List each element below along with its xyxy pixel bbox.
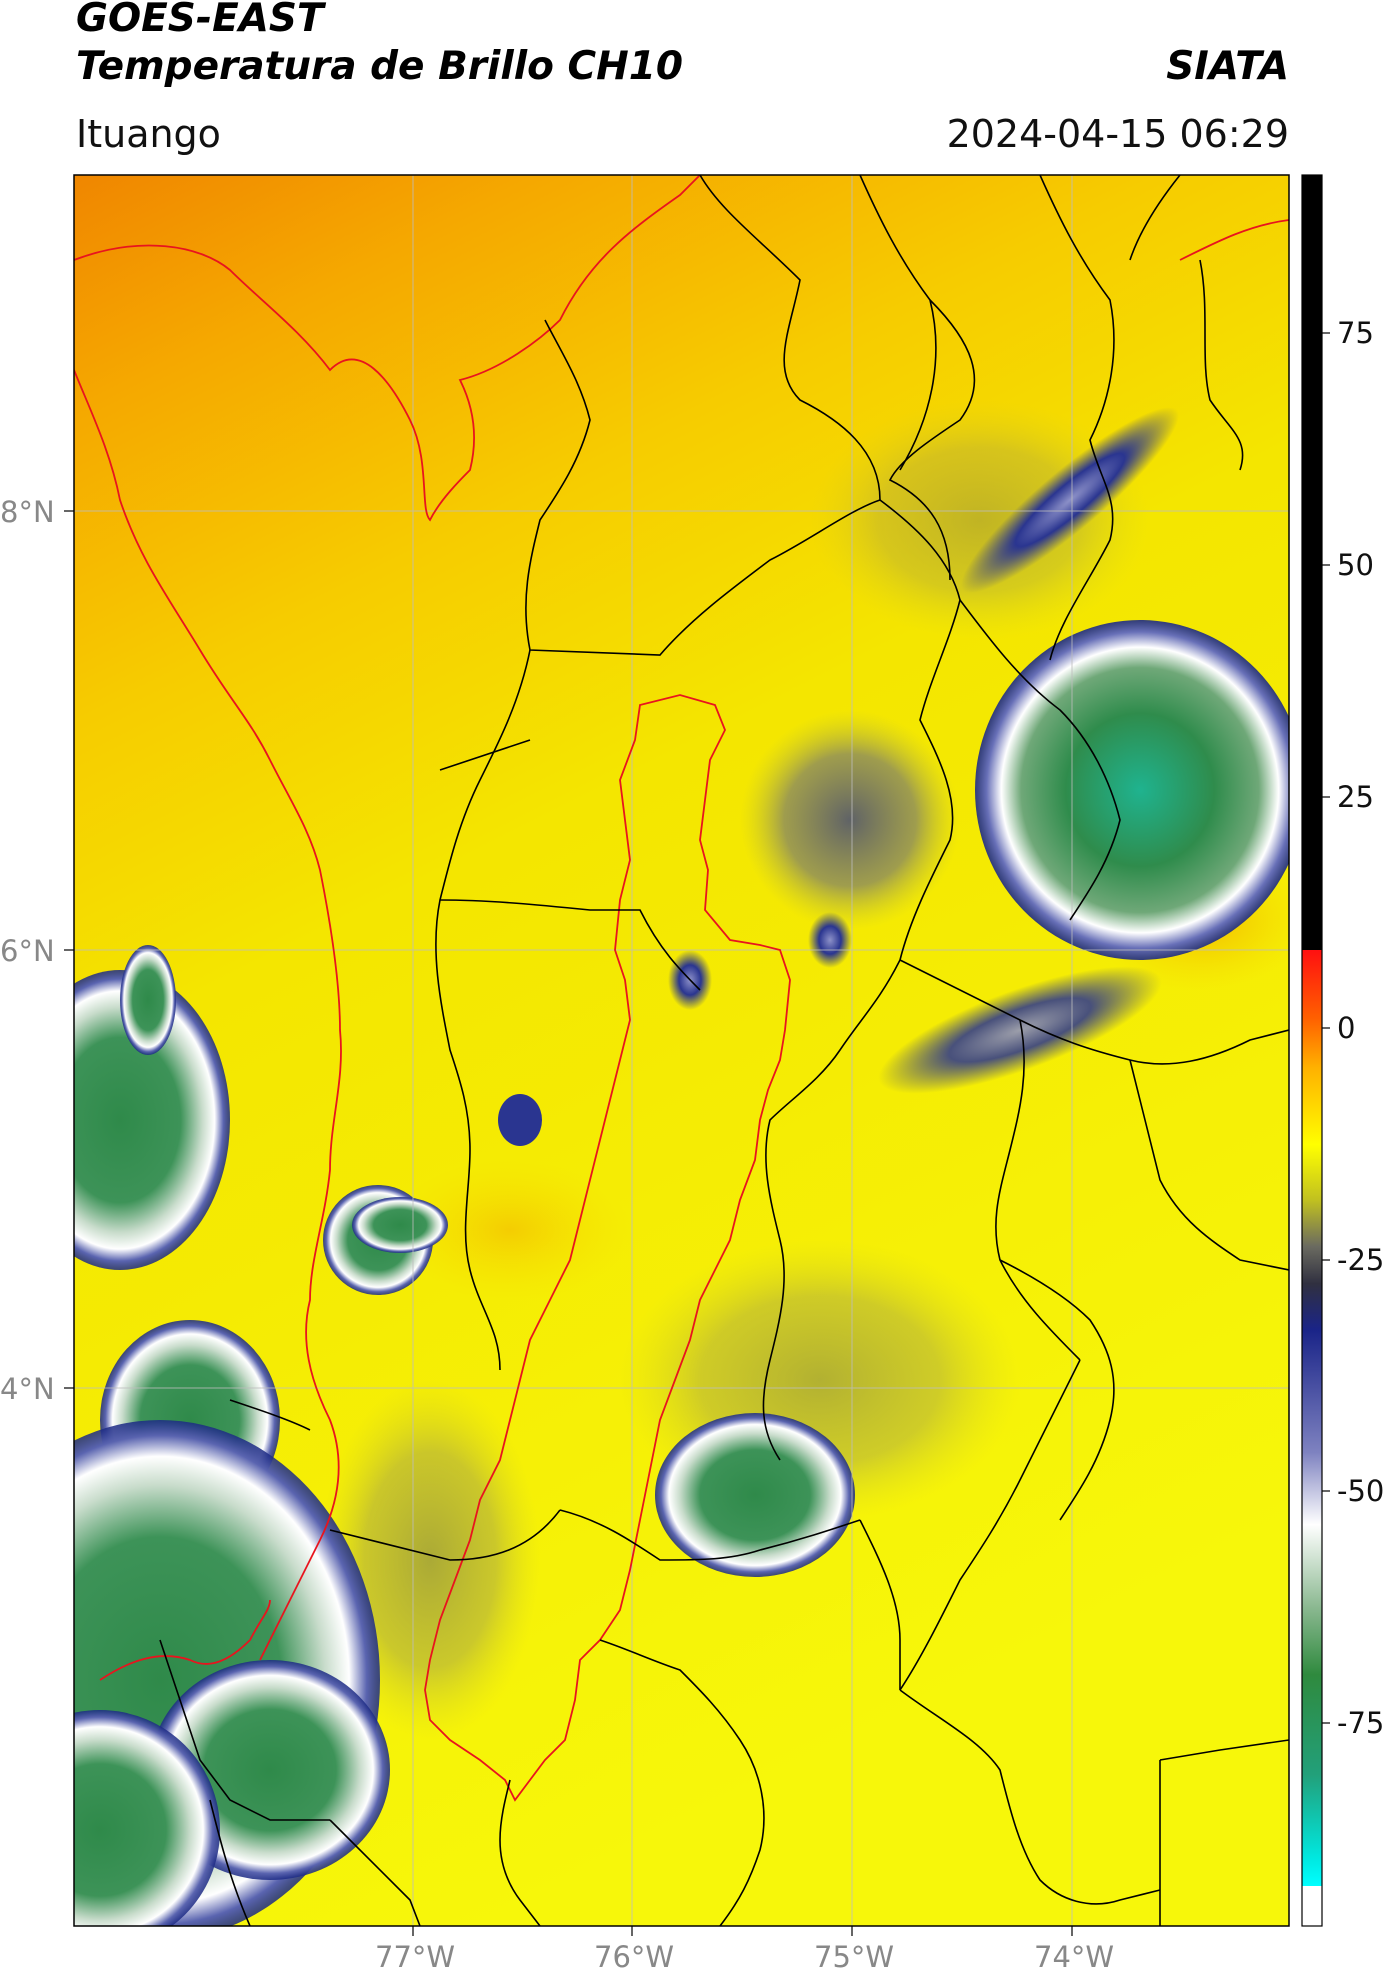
lat-tick-label: 4°N xyxy=(0,1372,55,1406)
lon-tick-label: 77°W xyxy=(375,1940,456,1974)
basin-outline xyxy=(424,694,791,1802)
colorbar xyxy=(1301,174,1330,1927)
colorbar-tick-label: 75 xyxy=(1337,316,1374,350)
coastline xyxy=(74,175,1289,1681)
lon-tick-label: 75°W xyxy=(814,1940,895,1974)
datetime-label: 2024-04-15 06:29 xyxy=(946,112,1289,156)
lat-tick-label: 6°N xyxy=(0,934,55,968)
admin-boundaries xyxy=(159,175,1289,1926)
lon-tick-label: 74°W xyxy=(1034,1940,1115,1974)
colorbar-tick-label: 25 xyxy=(1337,780,1374,814)
colorbar-tick-label: 50 xyxy=(1337,548,1374,582)
colorbar-tick-label: -75 xyxy=(1337,1706,1384,1740)
brand-label: SIATA xyxy=(1166,44,1289,89)
satellite-title: GOES-EAST xyxy=(76,0,324,41)
colorbar-tick-label: -50 xyxy=(1337,1474,1384,1508)
colorbar-tick-label: 0 xyxy=(1337,1011,1356,1045)
lat-tick-label: 8°N xyxy=(0,495,55,529)
lon-tick-label: 76°W xyxy=(594,1940,675,1974)
colorbar-tick-label: -25 xyxy=(1337,1243,1384,1277)
location-label: Ituango xyxy=(76,112,221,156)
map-frame xyxy=(73,174,1290,1927)
cold-cloud-south xyxy=(655,1413,855,1577)
cold-cloud-east xyxy=(975,620,1289,960)
cold-cloud-west-1 xyxy=(74,970,230,1270)
graticule xyxy=(74,175,1289,1926)
product-title: Temperatura de Brillo CH10 xyxy=(76,44,684,89)
